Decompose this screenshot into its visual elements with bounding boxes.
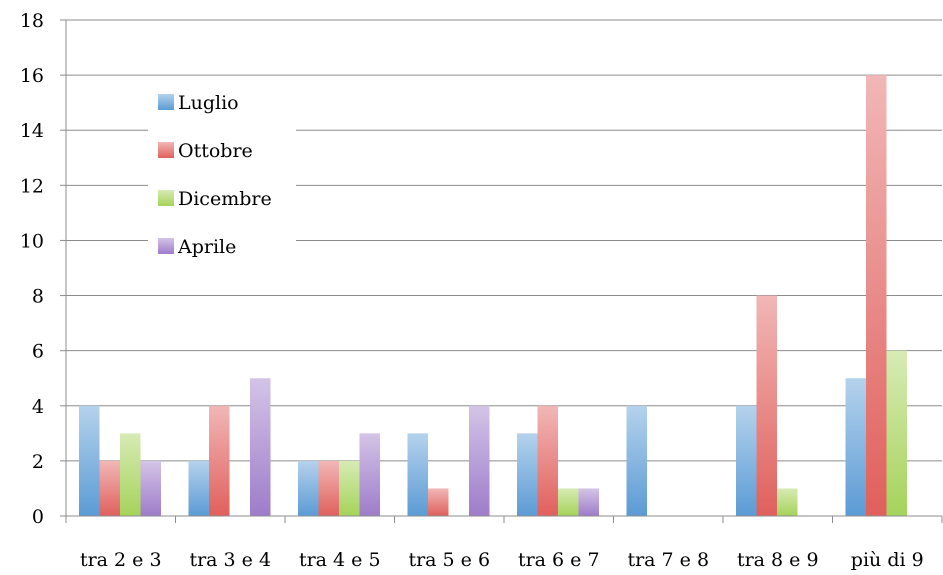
bar-luglio-8 (845, 378, 866, 516)
bars (79, 75, 907, 516)
y-tick-label: 16 (20, 65, 44, 87)
bar-ottobre-7 (756, 295, 777, 516)
legend-swatch-dicembre (158, 190, 174, 206)
y-tick-label: 6 (32, 341, 44, 363)
y-tick-label: 14 (20, 120, 44, 142)
bar-dicembre-5 (558, 488, 579, 516)
legend-label-ottobre: Ottobre (178, 140, 253, 162)
bar-aprile-1 (140, 460, 161, 516)
legend-label-luglio: Luglio (178, 92, 239, 114)
bar-luglio-7 (736, 405, 757, 516)
bar-luglio-1 (79, 405, 100, 516)
axes (60, 19, 943, 523)
bar-luglio-3 (298, 460, 319, 516)
x-tick-label: tra 8 e 9 (737, 549, 819, 571)
bar-luglio-5 (517, 433, 538, 516)
bar-ottobre-5 (537, 405, 558, 516)
legend-label-dicembre: Dicembre (178, 188, 272, 210)
x-tick-label: tra 7 e 8 (627, 549, 709, 571)
y-tick-label: 8 (32, 286, 44, 308)
bar-ottobre-4 (428, 488, 449, 516)
bar-aprile-2 (250, 378, 271, 516)
tick-labels: 0 2 4 6 8 10 12 14 16 18 tra 2 e 3 tra 3 e 4 tra 4 e… (20, 10, 924, 571)
legend-label-aprile: Aprile (177, 236, 236, 258)
y-tick-label: 4 (32, 396, 44, 418)
y-tick-label: 12 (20, 175, 44, 197)
bar-aprile-5 (578, 488, 599, 516)
bar-dicembre-8 (886, 350, 907, 516)
bar-luglio-4 (407, 433, 428, 516)
x-tick-label: tra 5 e 6 (408, 549, 490, 571)
x-tick-label: tra 4 e 5 (299, 549, 381, 571)
bar-luglio-6 (626, 405, 647, 516)
legend-swatch-aprile (158, 238, 174, 254)
y-tick-label: 0 (32, 506, 44, 528)
bar-ottobre-8 (866, 75, 887, 516)
legend-swatch-ottobre (158, 142, 174, 158)
legend: Luglio Ottobre Dicembre Aprile (148, 80, 296, 268)
bar-ottobre-1 (99, 460, 120, 516)
bar-dicembre-3 (339, 460, 360, 516)
y-tick-label: 10 (20, 230, 44, 252)
x-tick-label: più di 9 (851, 549, 924, 571)
bar-dicembre-7 (777, 488, 798, 516)
bar-dicembre-1 (120, 433, 141, 516)
y-tick-label: 2 (32, 451, 44, 473)
bar-aprile-4 (469, 405, 490, 516)
x-tick-label: tra 6 e 7 (518, 549, 600, 571)
x-tick-label: tra 3 e 4 (189, 549, 271, 571)
y-tick-label: 18 (20, 10, 44, 32)
bar-ottobre-2 (209, 405, 230, 516)
bar-ottobre-3 (318, 460, 339, 516)
bar-luglio-2 (188, 460, 209, 516)
bar-aprile-3 (359, 433, 380, 516)
x-tick-label: tra 2 e 3 (80, 549, 162, 571)
legend-background (148, 80, 296, 268)
legend-swatch-luglio (158, 94, 174, 110)
